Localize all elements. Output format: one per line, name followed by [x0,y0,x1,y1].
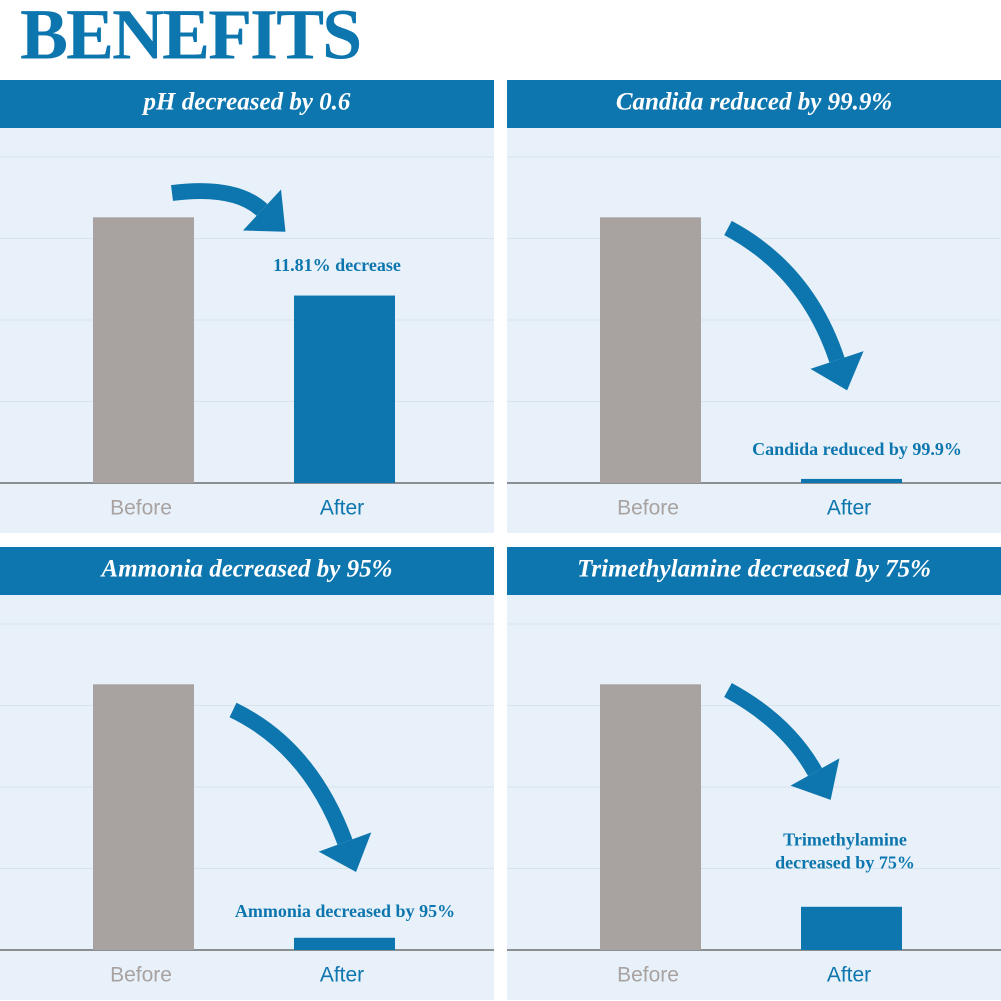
chart-title: Trimethylamine decreased by 75% [577,556,931,583]
panel-header [507,547,1001,595]
x-tick-label: After [320,497,364,520]
panel-background [507,595,1001,1000]
bar [600,217,701,483]
x-tick-label: Before [617,964,679,987]
bar [801,478,902,483]
bar [294,295,395,483]
panel-background [507,128,1001,533]
bar [294,937,395,950]
annotation: Trimethylamine [783,830,907,850]
x-tick-label: After [827,964,871,987]
x-tick-label: Before [110,964,172,987]
page-title: BENEFITS [20,0,360,75]
arrow-shaft [724,220,845,363]
chart-title: Ammonia decreased by 95% [100,556,393,583]
chart-title: Candida reduced by 99.9% [616,89,892,116]
annotation: 11.81% decrease [273,255,401,275]
bar [801,906,902,950]
x-tick-label: After [320,964,364,987]
arrow-shaft [229,702,353,845]
panel-header [0,547,494,595]
arrow-head [242,189,286,232]
arrow-shaft [724,682,822,776]
bar [93,684,194,950]
annotation: Ammonia decreased by 95% [235,901,455,921]
x-tick-label: After [827,497,871,520]
bar [600,684,701,950]
panel-header [0,80,494,128]
annotation: Candida reduced by 99.9% [752,439,962,459]
panel-background [0,128,494,533]
annotation: decreased by 75% [775,853,915,873]
panel-header [507,80,1001,128]
panel-background [0,595,494,1000]
bar [93,217,194,483]
arrow-head [790,758,840,800]
arrow-shaft [170,183,268,217]
arrow-head [318,832,372,873]
chart-title: pH decreased by 0.6 [142,89,351,116]
arrow-head [810,351,864,391]
x-tick-label: Before [617,497,679,520]
x-tick-label: Before [110,497,172,520]
